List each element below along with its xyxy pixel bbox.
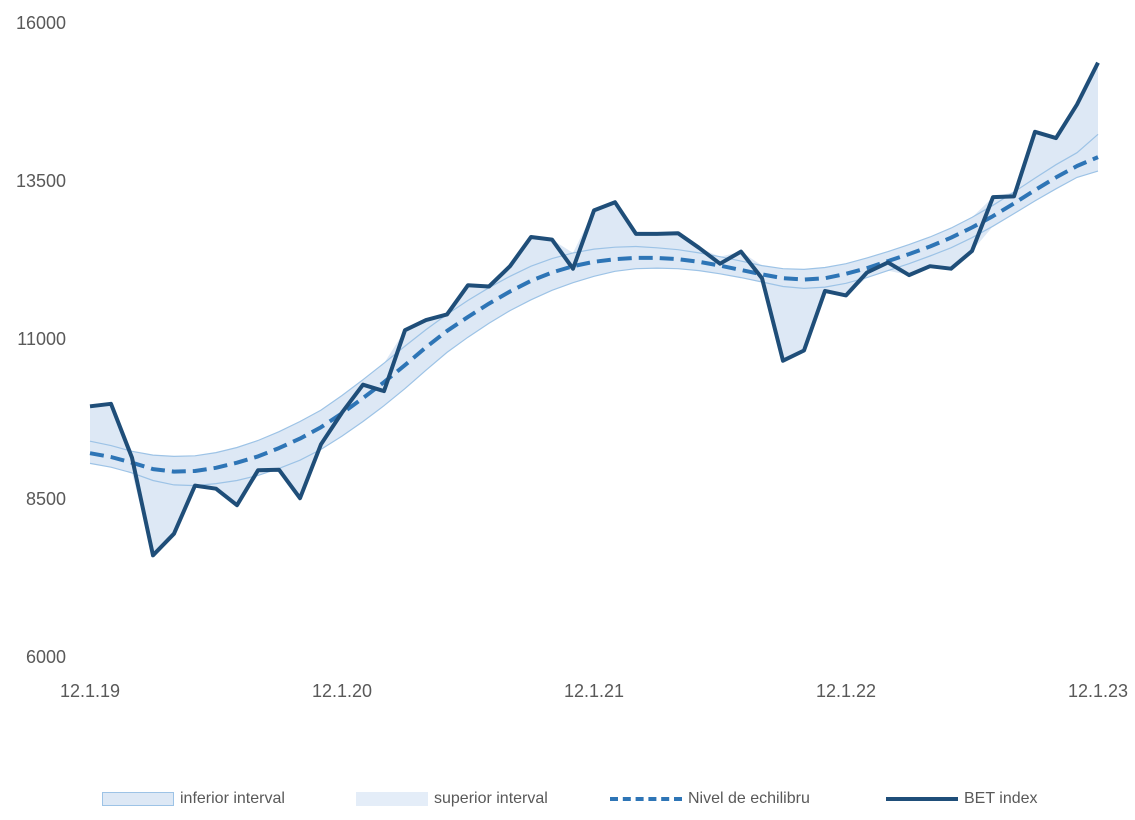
x-axis: 12.1.19 12.1.20 12.1.21 12.1.22 12.1.23: [60, 681, 1128, 701]
y-axis: 6000 8500 11000 13500 16000: [16, 13, 66, 667]
series-superior-interval: [90, 134, 1098, 456]
legend-label: inferior interval: [180, 790, 285, 808]
legend-label: BET index: [964, 790, 1038, 808]
y-tick-label: 16000: [16, 13, 66, 33]
legend-item-inferior: inferior interval: [102, 790, 285, 808]
deviation-area: [90, 63, 1098, 556]
x-tick-label: 12.1.22: [816, 681, 876, 701]
series-nivel-de-echilibru: [90, 157, 1098, 472]
y-tick-label: 11000: [17, 329, 66, 349]
legend-swatch-band: [356, 792, 428, 806]
legend-swatch-band: [102, 792, 174, 806]
x-tick-label: 12.1.20: [312, 681, 372, 701]
legend-item-equilibrium: Nivel de echilibru: [610, 790, 810, 808]
x-tick-label: 12.1.21: [564, 681, 624, 701]
legend: inferior interval superior interval Nive…: [0, 790, 1135, 820]
x-tick-label: 12.1.19: [60, 681, 120, 701]
legend-swatch-dashed: [610, 797, 682, 801]
y-tick-label: 13500: [16, 171, 66, 191]
x-tick-label: 12.1.23: [1068, 681, 1128, 701]
legend-label: superior interval: [434, 790, 548, 808]
legend-item-bet: BET index: [886, 790, 1038, 808]
legend-label: Nivel de echilibru: [688, 790, 810, 808]
plot-area: [90, 63, 1098, 556]
legend-swatch-solid: [886, 797, 958, 801]
legend-item-superior: superior interval: [356, 790, 548, 808]
y-tick-label: 6000: [26, 647, 66, 667]
y-tick-label: 8500: [26, 489, 66, 509]
chart: 6000 8500 11000 13500 16000 12.1.19 12.1…: [0, 0, 1135, 790]
